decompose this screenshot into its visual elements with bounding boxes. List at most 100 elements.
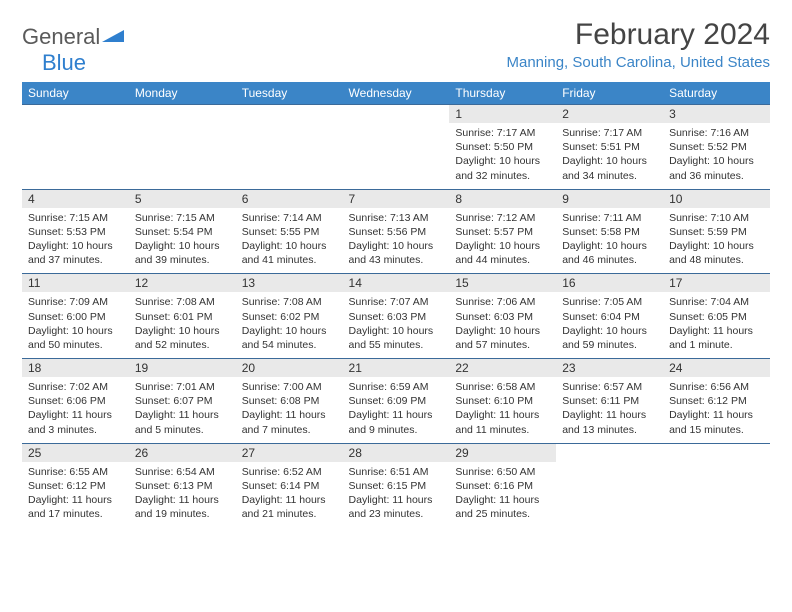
day-number-cell: 27	[236, 443, 343, 462]
day-content-row: Sunrise: 7:17 AMSunset: 5:50 PMDaylight:…	[22, 123, 770, 189]
day-number: 15	[449, 274, 556, 292]
weekday-header: Friday	[556, 82, 663, 105]
day-number: 6	[236, 190, 343, 208]
day-number: 26	[129, 444, 236, 462]
day-number-cell: 10	[663, 189, 770, 208]
day-content-cell: Sunrise: 7:10 AMSunset: 5:59 PMDaylight:…	[663, 208, 770, 274]
day-number: 22	[449, 359, 556, 377]
day-number-cell: 7	[343, 189, 450, 208]
logo-text: General Blue	[22, 24, 124, 76]
day-details: Sunrise: 6:54 AMSunset: 6:13 PMDaylight:…	[129, 462, 236, 528]
day-number: 4	[22, 190, 129, 208]
day-number-cell: 21	[343, 359, 450, 378]
day-number-cell: 4	[22, 189, 129, 208]
day-details: Sunrise: 7:15 AMSunset: 5:53 PMDaylight:…	[22, 208, 129, 274]
day-number-cell: 9	[556, 189, 663, 208]
day-number-cell: 13	[236, 274, 343, 293]
day-content-cell	[663, 462, 770, 528]
day-number-row: 45678910	[22, 189, 770, 208]
day-number: 2	[556, 105, 663, 123]
weekday-header: Sunday	[22, 82, 129, 105]
day-number-row: 18192021222324	[22, 359, 770, 378]
day-number: 17	[663, 274, 770, 292]
day-number: 21	[343, 359, 450, 377]
month-title: February 2024	[507, 18, 771, 52]
day-details: Sunrise: 7:06 AMSunset: 6:03 PMDaylight:…	[449, 292, 556, 358]
day-number-cell: 25	[22, 443, 129, 462]
day-number-cell: 16	[556, 274, 663, 293]
day-number: 24	[663, 359, 770, 377]
logo-part2: Blue	[42, 50, 86, 75]
day-content-cell: Sunrise: 6:51 AMSunset: 6:15 PMDaylight:…	[343, 462, 450, 528]
day-content-cell: Sunrise: 7:02 AMSunset: 6:06 PMDaylight:…	[22, 377, 129, 443]
day-number-cell: 2	[556, 105, 663, 124]
day-content-row: Sunrise: 7:15 AMSunset: 5:53 PMDaylight:…	[22, 208, 770, 274]
day-number: 9	[556, 190, 663, 208]
day-content-cell	[22, 123, 129, 189]
day-details: Sunrise: 7:09 AMSunset: 6:00 PMDaylight:…	[22, 292, 129, 358]
title-block: February 2024 Manning, South Carolina, U…	[507, 18, 771, 71]
logo-part1: General	[22, 24, 100, 49]
day-number: 29	[449, 444, 556, 462]
day-number-cell: 6	[236, 189, 343, 208]
day-content-cell: Sunrise: 7:11 AMSunset: 5:58 PMDaylight:…	[556, 208, 663, 274]
day-details: Sunrise: 6:55 AMSunset: 6:12 PMDaylight:…	[22, 462, 129, 528]
day-details: Sunrise: 6:50 AMSunset: 6:16 PMDaylight:…	[449, 462, 556, 528]
day-content-cell: Sunrise: 6:57 AMSunset: 6:11 PMDaylight:…	[556, 377, 663, 443]
day-content-cell: Sunrise: 7:17 AMSunset: 5:50 PMDaylight:…	[449, 123, 556, 189]
day-number-cell: 26	[129, 443, 236, 462]
day-details: Sunrise: 7:14 AMSunset: 5:55 PMDaylight:…	[236, 208, 343, 274]
day-content-cell: Sunrise: 6:59 AMSunset: 6:09 PMDaylight:…	[343, 377, 450, 443]
day-content-row: Sunrise: 7:09 AMSunset: 6:00 PMDaylight:…	[22, 292, 770, 358]
day-details: Sunrise: 6:52 AMSunset: 6:14 PMDaylight:…	[236, 462, 343, 528]
header: General Blue February 2024 Manning, Sout…	[22, 18, 770, 76]
logo: General Blue	[22, 24, 124, 76]
day-content-cell: Sunrise: 7:07 AMSunset: 6:03 PMDaylight:…	[343, 292, 450, 358]
day-number: 1	[449, 105, 556, 123]
weekday-header: Tuesday	[236, 82, 343, 105]
day-number: 28	[343, 444, 450, 462]
day-number-cell: 17	[663, 274, 770, 293]
day-number-cell	[663, 443, 770, 462]
day-number: 14	[343, 274, 450, 292]
day-content-cell: Sunrise: 7:17 AMSunset: 5:51 PMDaylight:…	[556, 123, 663, 189]
day-number: 19	[129, 359, 236, 377]
day-number-cell: 5	[129, 189, 236, 208]
day-content-cell	[129, 123, 236, 189]
day-number: 13	[236, 274, 343, 292]
day-number-cell: 20	[236, 359, 343, 378]
day-number-cell: 18	[22, 359, 129, 378]
day-number-cell: 28	[343, 443, 450, 462]
day-number: 10	[663, 190, 770, 208]
calendar-page: General Blue February 2024 Manning, Sout…	[0, 0, 792, 545]
day-number: 11	[22, 274, 129, 292]
day-details: Sunrise: 7:16 AMSunset: 5:52 PMDaylight:…	[663, 123, 770, 189]
day-number-cell: 19	[129, 359, 236, 378]
day-details: Sunrise: 7:17 AMSunset: 5:50 PMDaylight:…	[449, 123, 556, 189]
day-details: Sunrise: 6:59 AMSunset: 6:09 PMDaylight:…	[343, 377, 450, 443]
day-details: Sunrise: 7:01 AMSunset: 6:07 PMDaylight:…	[129, 377, 236, 443]
day-number-cell: 14	[343, 274, 450, 293]
day-details: Sunrise: 7:10 AMSunset: 5:59 PMDaylight:…	[663, 208, 770, 274]
day-details: Sunrise: 7:05 AMSunset: 6:04 PMDaylight:…	[556, 292, 663, 358]
day-number-cell: 29	[449, 443, 556, 462]
day-content-cell: Sunrise: 7:06 AMSunset: 6:03 PMDaylight:…	[449, 292, 556, 358]
logo-triangle-icon	[102, 28, 124, 49]
day-number-cell: 23	[556, 359, 663, 378]
weekday-header: Monday	[129, 82, 236, 105]
day-number-cell: 3	[663, 105, 770, 124]
day-content-cell: Sunrise: 6:58 AMSunset: 6:10 PMDaylight:…	[449, 377, 556, 443]
day-number-row: 123	[22, 105, 770, 124]
day-number-cell: 11	[22, 274, 129, 293]
day-details: Sunrise: 7:17 AMSunset: 5:51 PMDaylight:…	[556, 123, 663, 189]
day-number: 27	[236, 444, 343, 462]
day-number: 16	[556, 274, 663, 292]
day-content-cell: Sunrise: 7:15 AMSunset: 5:54 PMDaylight:…	[129, 208, 236, 274]
day-content-cell: Sunrise: 6:52 AMSunset: 6:14 PMDaylight:…	[236, 462, 343, 528]
day-content-cell	[343, 123, 450, 189]
day-content-cell: Sunrise: 7:05 AMSunset: 6:04 PMDaylight:…	[556, 292, 663, 358]
day-details: Sunrise: 7:11 AMSunset: 5:58 PMDaylight:…	[556, 208, 663, 274]
day-number-row: 11121314151617	[22, 274, 770, 293]
day-number-cell: 22	[449, 359, 556, 378]
day-number: 18	[22, 359, 129, 377]
